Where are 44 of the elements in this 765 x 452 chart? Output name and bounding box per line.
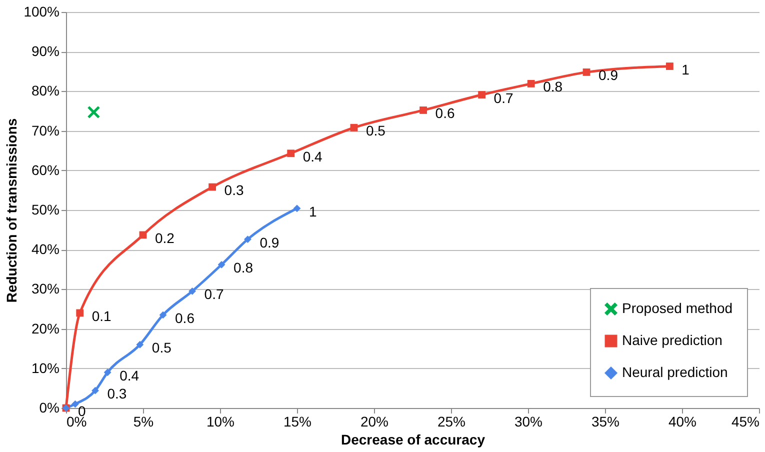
- x-tick-label: 15%: [283, 414, 312, 430]
- annotation: 0.5: [152, 340, 172, 356]
- annotation: 0.3: [224, 182, 244, 198]
- y-tick-label: 50%: [31, 202, 60, 218]
- y-tick-label: 10%: [31, 360, 60, 376]
- annotation: 0.6: [435, 105, 455, 122]
- y-tick-label: 90%: [31, 43, 60, 60]
- annotation: 0.7: [204, 286, 224, 302]
- annotation: 0.9: [260, 234, 280, 250]
- annotation: 0.4: [302, 148, 323, 164]
- y-axis-title: Reduction of transmissions: [4, 118, 20, 303]
- annotation: 0.1: [92, 308, 112, 324]
- y-tick-label: 0%: [39, 400, 60, 416]
- x-axis-title: Decrease of accuracy: [341, 432, 486, 448]
- x-tick-label: 25%: [437, 414, 466, 430]
- point: [88, 106, 100, 118]
- annotation: 0.5: [366, 122, 386, 139]
- x-tick-label: 40%: [668, 414, 697, 430]
- x-tick-label: 35%: [591, 414, 620, 430]
- y-tick-label: 30%: [31, 280, 60, 297]
- x-tick-label: 30%: [514, 414, 543, 430]
- annotation: 0.9: [598, 67, 618, 84]
- y-tick-label: 20%: [31, 320, 60, 336]
- x-tick-label: 45%: [731, 414, 760, 430]
- annotation: 0.2: [155, 230, 175, 246]
- legend-label: Neural prediction: [622, 364, 728, 380]
- y-tick-label: 40%: [31, 241, 60, 258]
- y-tick-label: 80%: [31, 82, 60, 99]
- y-tick-label: 60%: [31, 162, 60, 178]
- x-tick-label: 10%: [206, 414, 235, 430]
- y-tick-label: 100%: [24, 4, 60, 20]
- annotation: 0.7: [494, 90, 514, 106]
- x-tick-label: 20%: [360, 414, 389, 430]
- annotation: 0.3: [107, 386, 127, 402]
- annotation: 0.8: [543, 78, 563, 95]
- y-tick-label: 70%: [31, 122, 60, 138]
- annotation: 1: [309, 203, 317, 220]
- x-tick-label: 5%: [133, 414, 154, 430]
- annotation: 0.8: [234, 260, 254, 276]
- annotation: 0.6: [175, 310, 195, 326]
- legend-label: Proposed method: [622, 300, 733, 316]
- annotation: 1: [682, 61, 690, 78]
- annotation: 0.4: [120, 367, 140, 384]
- legend-label: Naive prediction: [622, 332, 722, 348]
